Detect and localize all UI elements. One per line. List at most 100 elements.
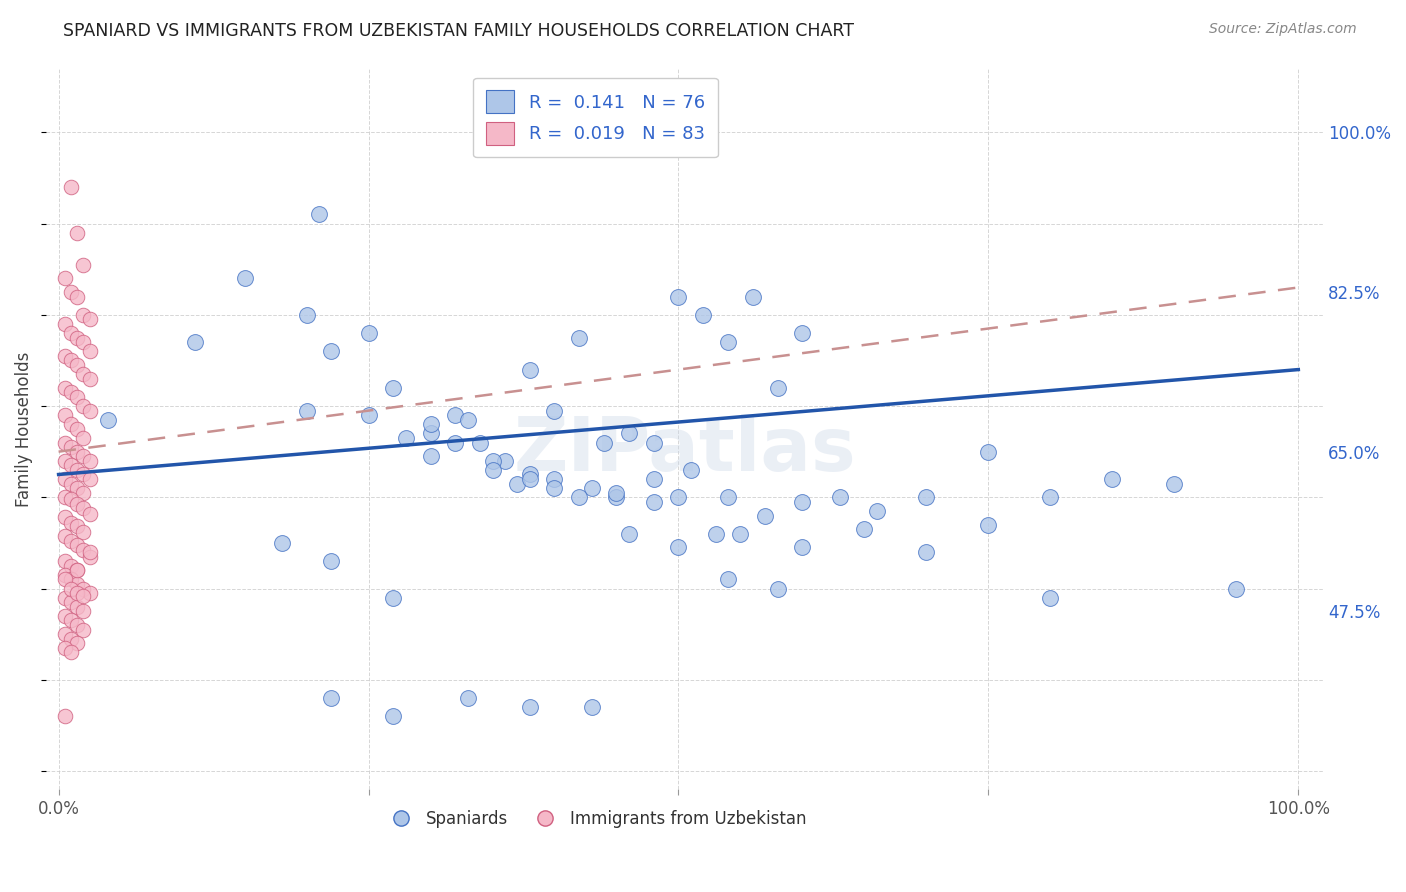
Point <box>444 408 467 422</box>
Point <box>66 519 89 533</box>
Point <box>53 591 76 605</box>
Point <box>59 180 82 194</box>
Point <box>53 435 76 450</box>
Point <box>79 344 101 359</box>
Point <box>741 289 763 303</box>
Point <box>1039 491 1062 505</box>
Point <box>419 449 441 463</box>
Point <box>295 403 318 417</box>
Point <box>357 326 380 340</box>
Point <box>59 632 82 646</box>
Point <box>53 528 76 542</box>
Point <box>581 700 603 714</box>
Point <box>853 522 876 536</box>
Point <box>66 463 89 477</box>
Point <box>59 476 82 491</box>
Point <box>730 526 752 541</box>
Point <box>66 563 89 577</box>
Point <box>53 408 76 422</box>
Point <box>766 582 789 596</box>
Point <box>792 326 814 340</box>
Point <box>72 589 94 603</box>
Point <box>59 614 82 628</box>
Point <box>66 599 89 614</box>
Point <box>79 549 101 564</box>
Point <box>668 289 690 303</box>
Point <box>593 435 616 450</box>
Point <box>72 501 94 516</box>
Point <box>233 271 256 285</box>
Point <box>568 331 591 345</box>
Point <box>357 408 380 422</box>
Point <box>53 567 76 582</box>
Point <box>66 358 89 372</box>
Point <box>79 312 101 326</box>
Point <box>543 472 565 486</box>
Point <box>977 444 1000 458</box>
Point <box>53 510 76 524</box>
Point <box>66 422 89 436</box>
Point <box>79 545 101 559</box>
Point <box>754 508 776 523</box>
Point <box>53 608 76 623</box>
Point <box>66 481 89 495</box>
Point <box>184 335 207 350</box>
Point <box>79 403 101 417</box>
Point <box>79 507 101 521</box>
Point <box>419 417 441 432</box>
Point <box>72 543 94 558</box>
Point <box>53 271 76 285</box>
Point <box>468 435 491 450</box>
Point <box>59 573 82 587</box>
Point <box>494 454 516 468</box>
Point <box>66 289 89 303</box>
Point <box>321 344 343 359</box>
Point <box>79 454 101 468</box>
Point <box>519 472 541 486</box>
Point <box>766 381 789 395</box>
Point <box>866 504 889 518</box>
Point <box>59 516 82 530</box>
Point <box>481 463 503 477</box>
Point <box>59 326 82 340</box>
Point <box>66 586 89 600</box>
Point <box>66 226 89 240</box>
Point <box>59 417 82 432</box>
Point <box>1101 472 1123 486</box>
Point <box>72 485 94 500</box>
Point <box>72 431 94 445</box>
Point <box>915 545 938 559</box>
Point <box>66 444 89 458</box>
Point <box>717 335 740 350</box>
Text: SPANIARD VS IMMIGRANTS FROM UZBEKISTAN FAMILY HOUSEHOLDS CORRELATION CHART: SPANIARD VS IMMIGRANTS FROM UZBEKISTAN F… <box>63 22 855 40</box>
Point <box>395 431 418 445</box>
Point <box>72 623 94 637</box>
Point <box>643 495 665 509</box>
Point <box>1163 476 1185 491</box>
Point <box>1225 582 1247 596</box>
Y-axis label: Family Households: Family Households <box>15 351 32 507</box>
Point <box>66 538 89 552</box>
Point <box>79 472 101 486</box>
Point <box>72 524 94 539</box>
Point <box>915 491 938 505</box>
Point <box>692 308 714 322</box>
Point <box>66 618 89 632</box>
Point <box>519 467 541 482</box>
Point <box>59 582 82 596</box>
Point <box>53 709 76 723</box>
Point <box>66 390 89 404</box>
Point <box>72 467 94 482</box>
Point <box>643 472 665 486</box>
Legend: Spaniards, Immigrants from Uzbekistan: Spaniards, Immigrants from Uzbekistan <box>378 804 813 835</box>
Point <box>66 577 89 591</box>
Point <box>53 573 76 587</box>
Point <box>53 491 76 505</box>
Point <box>679 463 702 477</box>
Point <box>53 554 76 568</box>
Point <box>581 481 603 495</box>
Point <box>59 492 82 507</box>
Point <box>66 636 89 650</box>
Point <box>419 426 441 441</box>
Text: ZIPatlas: ZIPatlas <box>513 414 856 487</box>
